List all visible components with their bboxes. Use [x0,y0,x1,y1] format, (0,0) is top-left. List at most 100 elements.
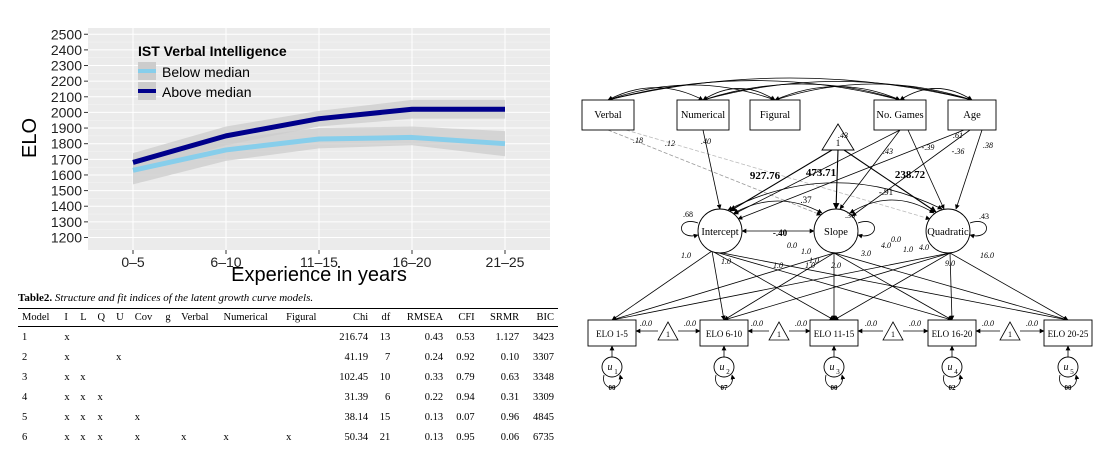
table-cell: 6735 [533,431,554,443]
table-cell [112,327,131,348]
table-cell: 3 [22,371,28,383]
constant-label: 1 [836,138,841,148]
residual-subscript: 1 [614,368,618,376]
intercept-loading-label: 1.0 [805,261,815,270]
cov-intercept-quadratic [727,182,943,211]
sem-paths [603,77,1080,389]
table-cell [131,367,162,387]
intercept-loading-label: 1.0 [773,261,783,270]
table-cell: 0.31 [500,391,520,403]
predictor-covariance-arc [702,81,973,102]
table-cell: x [64,431,70,443]
y-tick-label: 1900 [51,120,82,136]
column-header: U [112,308,131,327]
factor-label: Slope [824,227,848,238]
table-cell: 216.74 [339,331,369,343]
constant-small-triangle [768,321,790,341]
predictor-path-label: .43 [883,147,893,156]
factor-variance-loop [681,221,699,239]
y-tick-label: 1300 [51,214,82,230]
legend: IST Verbal Intelligence Below median Abo… [138,43,287,100]
column-header: I [60,308,77,327]
series-line-above-median [132,106,505,165]
predictor-label: No. Games [876,110,923,121]
x-axis-ticks: 0–5 6–10 11–15 16–20 21–25 [121,250,525,270]
table-caption-label: Table2. [18,292,53,304]
table-cell: x [64,411,70,423]
table-cell: 102.45 [339,371,369,383]
factor-label: Quadratic [927,227,969,238]
legend-label-below-median: Below median [162,64,250,80]
y-tick-label: 2100 [51,89,82,105]
table-cell: 0.53 [456,331,475,343]
y-tick-label: 2400 [51,42,82,58]
table-cell: 15 [379,411,391,423]
table-cell: 38.14 [344,411,369,423]
zero-path-label: .0.0 [640,319,652,328]
slope-loading-label: 4.0 [881,241,891,250]
residual-variance-label: 07 [721,384,729,392]
table-cell [177,367,219,387]
predictor-covariance-arc [702,83,901,101]
loading-slope [833,252,953,321]
table-cell [161,387,177,407]
mean-label-quadratic: 238.72 [895,169,926,181]
observed-label: ELO 1-5 [596,329,628,339]
table-cell: 0.63 [500,371,520,383]
x-tick-label: 6–10 [210,254,241,270]
quadratic-loading-label: 16.0 [980,251,994,260]
quadratic-loading-label: 0.0 [891,235,901,244]
table-cell [161,327,177,348]
quadratic-loading-label: 1.0 [903,245,913,254]
predictor-covariance-arc [607,84,776,101]
loading-quadratic [949,252,1069,321]
mean-label-intercept: 927.76 [750,170,781,182]
residual-circle [1057,356,1079,378]
constant-small-label: 1 [1008,330,1012,339]
latent-growth-diagram: Verbal Numerical Figural No. Games Age 1 Inter… [581,77,1093,392]
table-cell [93,367,112,387]
cov-label-slope-quadratic: -.91 [879,187,893,197]
cov-slope-quadratic [849,199,935,214]
loading-quadratic [611,252,951,322]
table-row: 3 x x 102.45 10 0.33 0.79 0.63 3348 [18,367,558,387]
observed-label: ELO 16-20 [932,329,973,339]
residual-circle [823,356,845,378]
y-tick-label: 2300 [51,58,82,74]
table-cell: 0.13 [424,411,444,423]
residual-subscript: 2 [726,368,730,376]
table-cell [112,407,131,427]
confidence-band-above-median [133,99,505,172]
slope-loading-label: 2.0 [831,261,841,270]
table-cell: 50.34 [344,431,369,443]
table-cell: 0.24 [424,351,444,363]
zero-path-label: .0.0 [751,319,763,328]
zero-path-label: .0.0 [1026,319,1038,328]
residual-label: u [720,362,725,373]
predictor-box [749,99,801,131]
constant-small-triangle [882,321,904,341]
table-cell [220,367,283,387]
table-cell [220,407,283,427]
table-cell: x [116,351,122,363]
table-cell: 0.07 [456,411,475,423]
table-cell: 4 [22,391,28,403]
series-lines [132,106,506,173]
residual-variance-loop [1059,374,1080,389]
column-header: CFI [447,308,479,327]
column-header: L [76,308,94,327]
zero-path-label: .0.0 [795,319,807,328]
slope-loading-label: 0.0 [787,241,797,250]
variance-label-quadratic: .43 [979,212,989,221]
constant-small-label: 1 [777,330,781,339]
table-cell [93,347,112,367]
table-cell: x [134,411,141,423]
predictor-path-label: .43 [838,131,848,140]
table-cell: 3348 [533,371,554,383]
x-axis-label: Experience in years [231,264,407,286]
residual-variance-label: 02 [949,384,957,392]
column-header: SRMR [478,308,524,327]
table-cell [161,347,177,367]
intercept-loading-label: 1.0 [801,247,811,256]
constant-triangle [821,123,855,151]
